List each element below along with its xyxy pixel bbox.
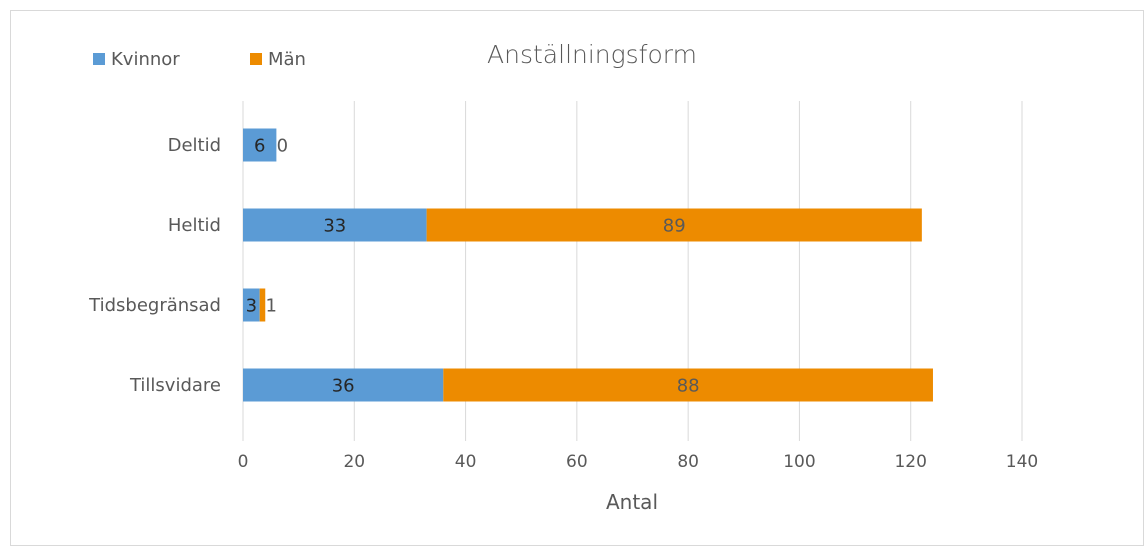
x-tick-label-20: 20 bbox=[343, 452, 365, 472]
data-label-heltid-man: 89 bbox=[663, 216, 686, 237]
data-label-tillsvidare-kvinnor: 36 bbox=[332, 376, 355, 397]
bar-tillsvidare-kvinnor bbox=[243, 368, 444, 402]
bars bbox=[243, 128, 933, 402]
category-label-heltid: Heltid bbox=[168, 215, 221, 236]
x-tick-label-40: 40 bbox=[455, 452, 477, 472]
bar-tidsbegransad-kvinnor bbox=[243, 288, 260, 322]
legend-label-man: Män bbox=[268, 49, 306, 70]
data-label-tillsvidare-man: 88 bbox=[677, 376, 700, 397]
data-label-deltid-kvinnor: 6 bbox=[254, 136, 265, 157]
x-tick-label-60: 60 bbox=[566, 452, 588, 472]
legend-swatch-man bbox=[250, 53, 262, 65]
bar-deltid-kvinnor bbox=[243, 128, 277, 162]
legend: Kvinnor Män bbox=[93, 49, 306, 70]
x-tick-label-120: 120 bbox=[894, 452, 926, 472]
bar-tillsvidare-man bbox=[443, 368, 933, 402]
bar-chart: 6 033 893 136 88 DeltidHeltidTidsbegränsadTi… bbox=[88, 40, 1039, 514]
data-label-tidsbegransad-kvinnor: 3 bbox=[246, 296, 257, 317]
data-label-deltid-man: 0 bbox=[277, 136, 288, 157]
gridlines bbox=[242, 101, 1023, 441]
x-tick-label-100: 100 bbox=[783, 452, 815, 472]
category-label-deltid: Deltid bbox=[168, 135, 221, 156]
data-labels: 6 0 33 89 3 1 36 88 bbox=[246, 136, 700, 397]
bar-tidsbegransad-man bbox=[259, 288, 266, 322]
data-label-tidsbegransad-man: 1 bbox=[266, 296, 277, 317]
data-label-heltid-kvinnor: 33 bbox=[323, 216, 346, 237]
category-labels: Deltid Heltid Tidsbegränsad Tillsvidare bbox=[88, 135, 221, 396]
x-tick-label-80: 80 bbox=[677, 452, 699, 472]
x-tick-label-0: 0 bbox=[238, 452, 249, 472]
category-label-tillsvidare: Tillsvidare bbox=[129, 375, 221, 396]
legend-swatch-kvinnor bbox=[93, 53, 105, 65]
bar-heltid-kvinnor bbox=[243, 208, 427, 242]
chart-frame: 6 0 33 89 3 1 36 88 Deltid Heltid Tidsbegränsad Ti… bbox=[10, 10, 1144, 546]
x-tick-labels: 0 20 40 60 80 100 120 140 bbox=[238, 452, 1039, 472]
x-axis-title: Antal bbox=[606, 490, 658, 514]
chart-title: Anställningsform bbox=[487, 40, 697, 69]
category-label-tidsbegransad: Tidsbegränsad bbox=[88, 295, 221, 316]
bar-heltid-man bbox=[426, 208, 922, 242]
x-tick-label-140: 140 bbox=[1006, 452, 1038, 472]
legend-label-kvinnor: Kvinnor bbox=[111, 49, 180, 70]
